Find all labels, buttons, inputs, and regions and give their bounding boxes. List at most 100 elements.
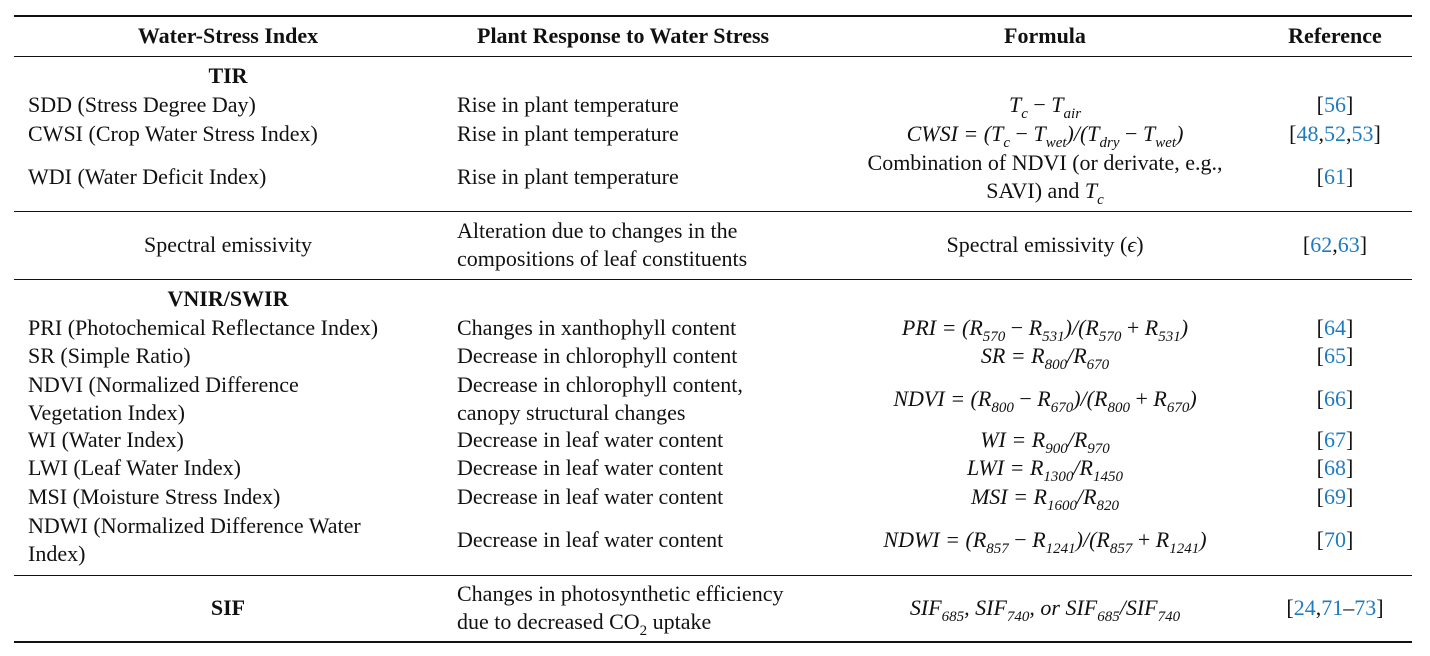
index-msi: MSI (Moisture Stress Index) [28, 484, 281, 509]
formula-sub: 800 [991, 400, 1014, 416]
formula-eq: = [939, 527, 966, 552]
bracket: ] [1346, 484, 1354, 509]
formula-sub: 531 [1042, 329, 1065, 345]
response-sdd: Rise in plant temperature [457, 92, 679, 117]
formula-emissivity-text: Spectral emissivity ( [946, 232, 1128, 257]
formula-slash: / [1073, 455, 1080, 480]
ref-link[interactable]: 71 [1321, 595, 1344, 620]
formula-sdd-a-sub: c [1021, 106, 1028, 122]
index-ndwi-line2: Index) [28, 541, 86, 566]
ref-link[interactable]: 53 [1351, 121, 1374, 146]
formula-wdi-text: SAVI) and [986, 178, 1085, 203]
bracket: ] [1346, 527, 1354, 552]
formula-emissivity-close: ) [1136, 232, 1144, 257]
formula-wdi-t: T [1084, 178, 1098, 203]
ref-link[interactable]: 70 [1324, 527, 1346, 552]
bracket: ] [1346, 92, 1354, 117]
formula-r: R [1153, 386, 1167, 411]
response-pri: Changes in xanthophyll content [457, 315, 737, 340]
ref-sdd: [56] [1260, 91, 1410, 119]
ref-link[interactable]: 52 [1324, 121, 1346, 146]
formula-cwsi-div: )/( [1066, 121, 1088, 146]
formula-cwsi-minus: − [1010, 121, 1034, 146]
ref-emissivity: [62,63] [1260, 231, 1410, 259]
bracket: ] [1346, 164, 1354, 189]
formula-sdd: Tc − Tair [845, 91, 1245, 122]
ref-lwi: [68] [1260, 454, 1410, 482]
formula-sub: 857 [1109, 541, 1133, 557]
formula-msi: MSI = R1600/R820 [845, 483, 1245, 514]
ref-link[interactable]: 69 [1324, 484, 1346, 509]
separator: , [1346, 121, 1352, 146]
ref-link[interactable]: 62 [1310, 232, 1333, 257]
formula-sub: 857 [986, 541, 1009, 557]
ref-link[interactable]: 67 [1324, 427, 1346, 452]
formula-paren: ( [1089, 527, 1097, 552]
formula-lwi: LWI = R1300/R1450 [845, 454, 1245, 485]
formula-sub: 800 [1107, 400, 1130, 416]
response-sif-line2: due to decreased CO2 uptake [457, 608, 712, 639]
formula-cwsi-sub-wet: wet [1045, 135, 1067, 151]
formula-cwsi-t: T [1087, 121, 1100, 146]
formula-sub: 900 [1045, 441, 1068, 457]
formula-paren: ) [1180, 315, 1189, 340]
formula-sub: 531 [1158, 329, 1181, 345]
ref-wi: [67] [1260, 426, 1410, 454]
formula-paren: ) [1073, 386, 1081, 411]
response-lwi: Decrease in leaf water content [457, 455, 724, 480]
ref-link[interactable]: 24 [1293, 595, 1316, 620]
formula-lhs: PRI [901, 315, 937, 340]
formula-cwsi-close: ) [1176, 121, 1184, 146]
formula-r: R [1032, 527, 1046, 552]
index-ndvi-line2: Vegetation Index) [28, 400, 185, 425]
formula-eq: = [1005, 427, 1032, 452]
formula-cwsi-minus: − [1119, 121, 1143, 146]
ref-link[interactable]: 64 [1324, 315, 1346, 340]
ref-link[interactable]: 48 [1296, 121, 1319, 146]
formula-sub: 1241 [1045, 541, 1076, 557]
header-reference: Reference [1288, 23, 1382, 48]
ref-link[interactable]: 65 [1324, 343, 1346, 368]
header-formula: Formula [1004, 23, 1086, 48]
formula-comma: , [964, 595, 970, 620]
response-cwsi: Rise in plant temperature [457, 121, 679, 146]
bracket: [ [1316, 92, 1324, 117]
formula-sub: 685 [941, 609, 965, 625]
co2-subscript: 2 [639, 623, 648, 639]
separator: , [1332, 232, 1338, 257]
formula-r: R [1028, 315, 1043, 340]
ref-link[interactable]: 66 [1324, 386, 1346, 411]
ref-link[interactable]: 73 [1354, 595, 1377, 620]
formula-paren: ) [1075, 527, 1083, 552]
ref-link[interactable]: 63 [1337, 232, 1360, 257]
formula-r: R [1037, 386, 1051, 411]
formula-sub: 1241 [1169, 541, 1200, 557]
bracket: ] [1373, 121, 1381, 146]
bracket: [ [1316, 343, 1324, 368]
formula-eq: = [1007, 484, 1034, 509]
formula-r: R [977, 386, 992, 411]
bottom-rule [14, 641, 1412, 643]
formula-r: R [1093, 386, 1108, 411]
formula-sub: 740 [1157, 609, 1181, 625]
formula-sub: 1300 [1043, 469, 1074, 485]
response-wi: Decrease in leaf water content [457, 427, 724, 452]
formula-r: R [1073, 343, 1087, 368]
formula-sub: 670 [1166, 400, 1190, 416]
response-sif-text: uptake [647, 609, 712, 634]
formula-paren: ( [965, 527, 973, 552]
response-ndvi-line2: canopy structural changes [457, 400, 686, 425]
formula-sif-term: SIF [1125, 595, 1158, 620]
separator: – [1343, 595, 1355, 620]
formula-sub: 820 [1096, 498, 1120, 514]
formula-cwsi-eq: = ( [957, 121, 992, 146]
formula-sdd-op: − [1027, 92, 1052, 117]
formula-paren: ) [1064, 315, 1072, 340]
response-emissivity-line1: Alteration due to changes in the [457, 218, 738, 243]
ref-cwsi: [48,52,53] [1260, 120, 1410, 148]
ref-link[interactable]: 68 [1324, 455, 1346, 480]
ref-msi: [69] [1260, 483, 1410, 511]
formula-emissivity-symbol: ϵ [1127, 232, 1137, 257]
ref-link[interactable]: 56 [1324, 92, 1346, 117]
ref-link[interactable]: 61 [1324, 164, 1346, 189]
